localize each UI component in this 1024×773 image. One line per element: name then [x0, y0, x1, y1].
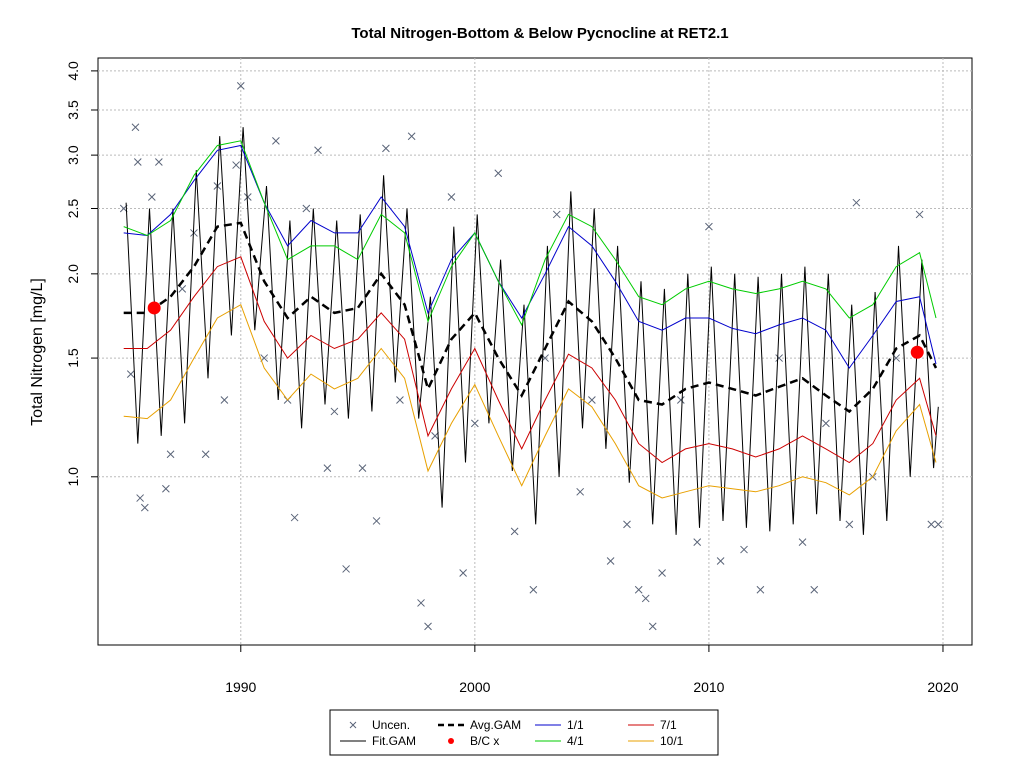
legend-label: 4/1 — [567, 734, 584, 748]
data-point — [323, 464, 332, 472]
data-point — [407, 132, 416, 141]
series-line — [123, 140, 937, 327]
data-point — [201, 450, 210, 459]
data-point — [126, 370, 135, 378]
data-point — [810, 585, 819, 594]
data-point — [459, 569, 467, 577]
data-point — [915, 210, 924, 219]
data-point — [155, 158, 163, 166]
data-point — [529, 585, 538, 594]
chart-title: Total Nitrogen-Bottom & Below Pycnocline… — [351, 25, 728, 42]
y-tick-label: 2.5 — [65, 199, 81, 219]
data-point — [314, 146, 322, 155]
data-point — [676, 396, 685, 404]
data-point — [133, 158, 142, 166]
y-tick-label: 4.0 — [65, 61, 81, 81]
data-point — [342, 565, 350, 573]
data-point — [606, 557, 615, 565]
data-point — [330, 407, 339, 416]
series-line — [123, 221, 938, 414]
data-point — [552, 210, 561, 219]
data-point — [845, 520, 854, 529]
data-point — [302, 204, 311, 213]
series-line — [125, 127, 939, 535]
x-tick-label: 1990 — [225, 679, 256, 695]
legend-label: B/C x — [470, 734, 499, 748]
data-point — [705, 222, 713, 231]
legend-label: Fit.GAM — [372, 734, 416, 748]
y-tick-label: 1.5 — [65, 348, 81, 368]
data-point — [396, 396, 404, 404]
y-tick-label: 2.0 — [65, 264, 81, 284]
series-line — [123, 256, 937, 464]
data-point — [852, 198, 861, 207]
data-point — [220, 396, 229, 404]
bc-point — [910, 345, 924, 359]
data-point — [693, 538, 702, 546]
data-point — [634, 585, 643, 594]
data-point — [372, 517, 381, 525]
data-point — [740, 545, 748, 554]
legend-marker — [448, 738, 454, 744]
data-point — [166, 450, 175, 459]
data-point — [382, 144, 390, 153]
data-point — [648, 622, 657, 631]
data-point — [641, 594, 650, 603]
data-point — [716, 557, 725, 565]
data-point — [431, 432, 439, 440]
data-point — [756, 585, 765, 594]
data-point — [243, 193, 252, 201]
data-point — [658, 569, 666, 577]
data-point — [470, 419, 479, 428]
data-point — [140, 503, 149, 512]
data-point — [588, 396, 596, 404]
data-point — [190, 229, 198, 237]
x-tick-label: 2020 — [927, 679, 958, 695]
legend-label: 1/1 — [567, 718, 584, 732]
y-tick-label: 3.5 — [65, 100, 81, 120]
data-point — [147, 193, 156, 201]
data-point — [927, 520, 936, 529]
legend-label: Uncen. — [372, 718, 410, 732]
legend-marker — [349, 721, 357, 729]
y-tick-label: 1.0 — [65, 467, 81, 487]
data-point — [798, 538, 807, 546]
legend-label: 10/1 — [660, 734, 684, 748]
data-point — [424, 622, 432, 631]
data-point — [290, 513, 299, 522]
data-point — [131, 123, 140, 132]
legend-label: 7/1 — [660, 718, 677, 732]
data-point — [136, 494, 144, 502]
y-axis-label: Total Nitrogen [mg/L] — [29, 278, 46, 426]
y-tick-label: 3.0 — [65, 145, 81, 165]
data-point — [822, 419, 830, 428]
legend-box — [329, 709, 719, 756]
data-point — [236, 82, 245, 90]
data-point — [447, 193, 456, 201]
data-point — [934, 520, 943, 529]
data-point — [510, 527, 519, 536]
data-point — [232, 161, 240, 169]
data-point — [494, 169, 503, 178]
data-point — [162, 484, 170, 493]
data-point — [272, 136, 280, 145]
legend-label: Avg.GAM — [470, 718, 521, 732]
plot-frame — [97, 57, 973, 646]
data-point — [623, 520, 631, 529]
x-tick-label: 2000 — [459, 679, 490, 695]
data-point — [358, 464, 367, 472]
x-tick-label: 2010 — [693, 679, 724, 695]
bc-point — [147, 301, 161, 315]
data-point — [775, 354, 783, 362]
data-point — [417, 599, 425, 607]
data-point — [576, 487, 585, 496]
series-line — [123, 303, 937, 499]
